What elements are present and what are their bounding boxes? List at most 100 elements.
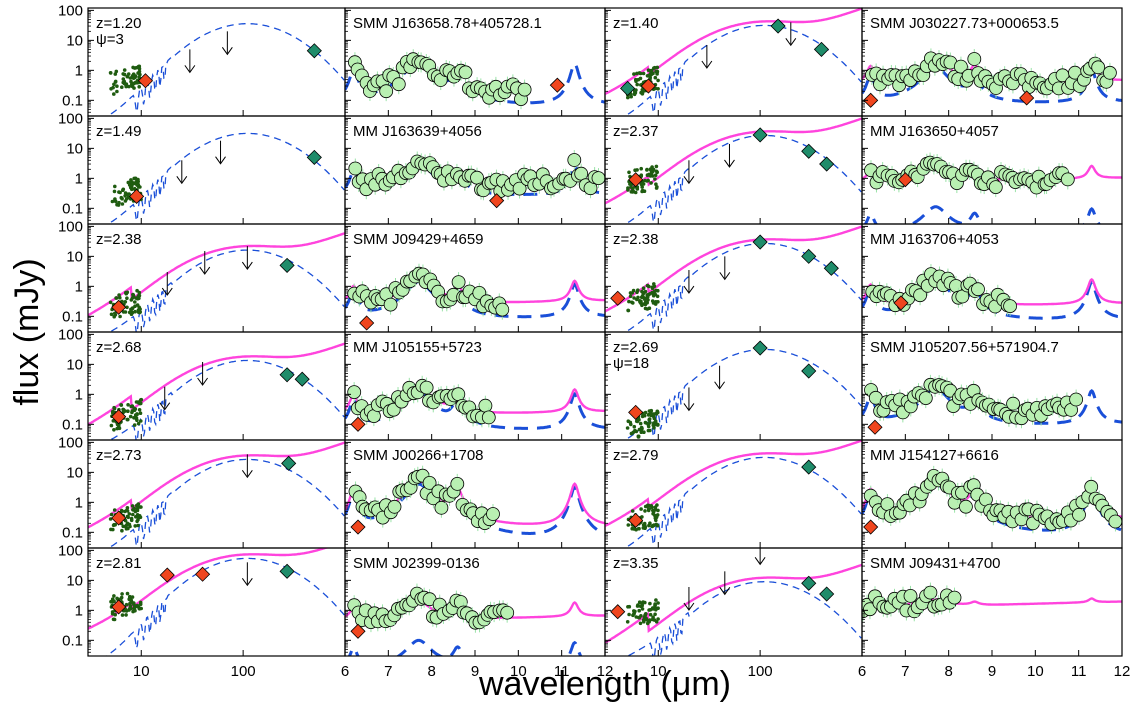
- irs-point: [1003, 299, 1017, 314]
- model-dashed-line: [107, 458, 345, 548]
- panel-8: MM J163650+4057: [861, 115, 1123, 225]
- x-tick-label: 9: [471, 663, 479, 680]
- arrow-head: [184, 65, 196, 74]
- plot-area: [88, 441, 345, 548]
- photometry-point: [125, 521, 130, 526]
- photometry-point: [135, 513, 140, 517]
- photometry-point: [131, 609, 135, 614]
- submm-diamond: [819, 156, 835, 172]
- upper-limit-arrow: [215, 140, 226, 165]
- photometry-point: [138, 398, 143, 402]
- photometry-point: [629, 190, 634, 194]
- model-dashed-line: [108, 249, 345, 332]
- photometry-point: [653, 505, 658, 510]
- photometry-point: [138, 600, 143, 605]
- y-tick-label: 0.1: [62, 524, 83, 541]
- irs-point: [1108, 514, 1122, 529]
- submm-diamond: [281, 455, 297, 471]
- photometry-point: [655, 422, 659, 427]
- submm-diamond: [801, 248, 817, 264]
- photometry-point: [629, 185, 633, 189]
- irs-point: [1103, 65, 1117, 80]
- irs-point: [500, 605, 515, 620]
- photometry-point: [123, 191, 128, 195]
- irs-point: [486, 507, 500, 521]
- photometry-point: [638, 76, 643, 81]
- arrow-head: [176, 175, 188, 185]
- y-tick-label: 0.1: [62, 308, 83, 325]
- photometry-point: [649, 68, 653, 73]
- panel-label: z=2.73: [96, 447, 141, 464]
- irs-point: [988, 180, 1003, 195]
- photometry-point: [114, 69, 119, 74]
- photometry-point: [136, 71, 140, 75]
- photometry-point: [646, 424, 651, 429]
- photometry-point: [638, 421, 643, 426]
- photometry-point: [650, 617, 655, 622]
- photometry-point: [108, 300, 113, 305]
- photometry-point: [127, 84, 131, 89]
- panel-label: SMM J105207.56+571904.7: [870, 339, 1059, 356]
- photometry-point: [628, 294, 633, 299]
- photometry-point: [123, 518, 128, 523]
- photometry-point: [113, 197, 117, 201]
- y-tick-label: 1: [75, 386, 83, 403]
- photometry-point: [109, 527, 113, 532]
- photometry-point: [124, 290, 128, 295]
- photometry-point: [130, 184, 134, 188]
- irs-point: [954, 59, 968, 74]
- photometry-point: [640, 294, 645, 298]
- plot-area: [605, 440, 862, 548]
- irs-point: [918, 391, 933, 406]
- panel-2: SMM J163658.78+405728.1: [344, 7, 606, 117]
- model-dashed-line: [624, 134, 862, 224]
- photometry-point: [653, 612, 657, 617]
- irs-point: [347, 385, 362, 400]
- photometry-point: [643, 613, 647, 618]
- upper-limit-arrow: [241, 562, 253, 587]
- plot-area: [862, 48, 1122, 108]
- photometry-point: [626, 188, 630, 192]
- y-tick-label: 100: [58, 434, 83, 451]
- submm-diamond: [752, 127, 768, 143]
- irs-point: [947, 590, 962, 605]
- irs-point: [387, 499, 402, 514]
- photometry-point: [130, 595, 135, 599]
- photometry-point: [109, 87, 113, 91]
- upper-limit-arrow: [683, 160, 695, 185]
- photometry-point: [136, 177, 140, 182]
- panel-label: z=2.79: [613, 447, 658, 464]
- photometry-point: [633, 190, 638, 195]
- arrow-head: [215, 156, 226, 165]
- plot-area: [88, 342, 345, 440]
- photometry-point: [123, 509, 127, 514]
- photometry-point: [626, 523, 631, 527]
- photometry-point: [113, 184, 117, 189]
- ir-diamond: [350, 519, 366, 535]
- y-tick-label: 1: [75, 170, 83, 187]
- model-solid-line: [88, 342, 345, 426]
- arrow-head: [221, 47, 233, 56]
- photometry-point: [648, 608, 653, 612]
- plot-area: [862, 465, 1122, 535]
- panel-label: z=2.69: [613, 339, 658, 356]
- upper-limit-arrow: [683, 387, 695, 412]
- submm-diamond: [819, 586, 835, 602]
- x-tick-label: 12: [597, 663, 614, 680]
- arrow-head: [714, 381, 726, 390]
- photometry-point: [654, 182, 658, 186]
- photometry-point: [636, 434, 641, 439]
- photometry-point: [132, 408, 137, 413]
- panel-24: SMM J09431+4700: [861, 547, 1123, 657]
- photometry-point: [119, 508, 124, 513]
- photometry-point: [655, 65, 660, 70]
- irs-point: [379, 84, 394, 99]
- photometry-point: [121, 524, 125, 529]
- photometry-point: [115, 89, 119, 94]
- photometry-point: [627, 604, 632, 609]
- panel-label: SMM J030227.73+000653.5: [870, 15, 1059, 32]
- panel-label: MM J163650+4057: [870, 123, 999, 140]
- photometry-point: [632, 72, 636, 76]
- submm-diamond: [770, 18, 786, 34]
- photometry-point: [120, 202, 125, 206]
